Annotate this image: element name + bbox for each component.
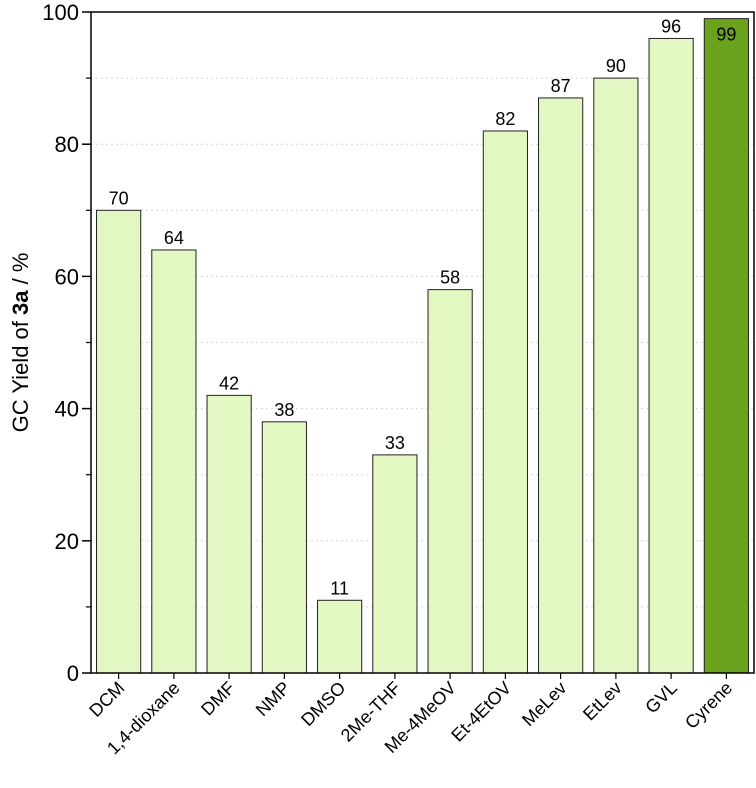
x-category-label: DMF <box>197 678 239 720</box>
data-label: 38 <box>274 400 294 420</box>
data-label: 42 <box>219 373 239 393</box>
bar-cyrene <box>703 18 749 674</box>
data-label: 90 <box>606 56 626 76</box>
y-tick-label: 40 <box>55 397 79 422</box>
data-label: 87 <box>551 76 571 96</box>
x-category-label: NMP <box>252 678 294 720</box>
data-label: 70 <box>109 188 129 208</box>
bar-me-4meov <box>427 289 473 674</box>
y-tick-label: 0 <box>67 661 79 686</box>
data-label: 82 <box>495 109 515 129</box>
data-label: 96 <box>661 16 681 36</box>
data-label: 11 <box>330 578 349 598</box>
x-category-label: DMSO <box>297 678 349 730</box>
bars <box>96 18 749 674</box>
y-axis-title-bold: 3a <box>8 290 33 315</box>
bar-gvl <box>648 37 694 674</box>
x-category-label: Cyrene <box>681 678 736 733</box>
x-category-label: MeLev <box>518 678 570 730</box>
bar-dmso <box>317 599 363 674</box>
x-category-label: DCM <box>85 678 128 721</box>
x-category-label: GVL <box>641 678 681 718</box>
bar-melev <box>538 97 584 674</box>
data-labels: 70 64 42 38 11 33 58 82 87 90 96 99 <box>109 16 737 598</box>
bar-1-4-dioxane <box>151 249 197 674</box>
data-label: 33 <box>385 433 405 453</box>
data-label: 64 <box>164 228 184 248</box>
bar-etlev <box>593 77 639 674</box>
bar-dcm <box>96 209 142 674</box>
y-tick-label: 20 <box>55 529 79 554</box>
bar-et-4etov <box>482 130 528 674</box>
y-axis-title-prefix: GC Yield of <box>8 315 33 432</box>
bar-dmf <box>206 394 252 674</box>
y-axis-title-suffix: / % <box>8 253 33 291</box>
y-tick-label: 80 <box>55 132 79 157</box>
y-tick-label: 100 <box>42 0 79 25</box>
x-category-label: Et-4EtOV <box>447 678 515 746</box>
gridlines <box>91 77 754 608</box>
y-axis: 0 20 40 60 80 100 <box>42 0 91 686</box>
bar-nmp <box>261 421 307 674</box>
data-label: 58 <box>440 268 460 288</box>
y-axis-title: GC Yield of 3a / % <box>8 253 33 433</box>
y-tick-label: 60 <box>55 264 79 289</box>
bar-2me-thf <box>372 454 418 674</box>
x-category-label: EtLev <box>579 678 626 725</box>
data-label: 99 <box>716 25 736 45</box>
